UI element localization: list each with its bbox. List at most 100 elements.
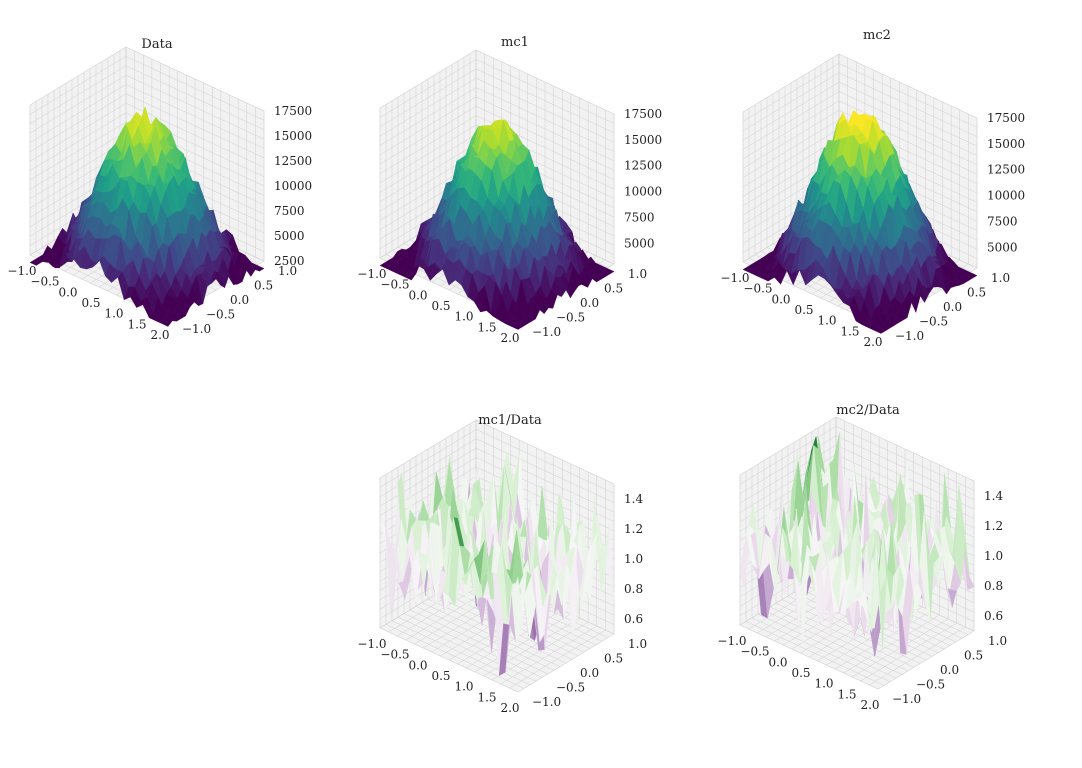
z-tick-label: 17500 [274,104,312,118]
z-tick-label: 10000 [987,189,1025,203]
surface-facet [511,323,523,330]
x-tick-label: −0.5 [380,648,409,662]
z-tick-label: 1.2 [984,519,1003,533]
y-tick-label: −0.5 [919,315,948,329]
x-tick-label: 1.0 [817,314,836,328]
y-tick-label: 1.0 [628,267,647,281]
x-tick-label: −0.5 [740,645,769,659]
y-tick-label: −0.5 [556,311,585,325]
y-tick-label: −0.5 [916,678,945,692]
x-tick-label: 1.0 [814,677,833,691]
x-tick-label: 1.5 [477,690,496,704]
x-tick-label: 2.0 [500,331,519,345]
z-tick-label: 5000 [987,240,1018,254]
x-tick-label: 2.0 [863,335,882,349]
x-tick-label: 0.0 [408,288,427,302]
z-tick-label: 7500 [274,204,305,218]
x-tick-label: 1.0 [454,310,473,324]
x-tick-label: −1.0 [720,271,749,285]
z-tick-label: 10000 [624,185,662,199]
y-tick-label: 0.5 [964,649,983,663]
x-tick-label: −1.0 [7,264,36,278]
x-tick-label: 1.5 [837,687,856,701]
y-tick-label: 0.5 [604,652,623,666]
z-tick-label: 15000 [274,129,312,143]
panel-3: mc1/Data−1.0−0.50.00.51.01.52.0 −1.0−0.50… [357,413,647,715]
y-tick-label: −1.0 [532,325,561,339]
x-tick-label: 1.5 [477,320,496,334]
x-tick-label: 2.0 [860,698,879,712]
z-tick-label: 1.2 [624,522,643,536]
x-tick-label: 0.5 [81,296,100,310]
z-tick-label: 0.8 [984,579,1003,593]
z-tick-label: 5000 [624,236,655,250]
x-tick-label: 1.5 [840,324,859,338]
y-tick-label: 0.0 [940,663,959,677]
y-tick-label: 0.5 [967,286,986,300]
z-tick-label: 5000 [274,229,305,243]
z-tick-label: 12500 [987,163,1025,177]
z-tick-label: 0.6 [624,612,643,626]
y-tick-label: 0.5 [604,282,623,296]
z-tick-label: 0.8 [624,582,643,596]
z-tick-label: 1.4 [984,489,1003,503]
x-tick-label: −0.5 [30,275,59,289]
x-tick-label: 0.0 [768,655,787,669]
panel-title: mc1 [501,35,529,50]
panel-title: mc1/Data [478,413,542,428]
x-tick-label: 0.5 [794,303,813,317]
x-tick-label: 1.0 [454,680,473,694]
x-tick-label: 2.0 [500,701,519,715]
surface-facet [871,541,883,653]
y-tick-label: 0.0 [230,293,249,307]
z-tick-label: 10000 [274,179,312,193]
surface [379,119,615,330]
panel-0: Data−1.0−0.50.00.51.01.52.0 −1.0−0.50.00.… [7,37,312,342]
x-tick-label: −1.0 [357,267,386,281]
y-tick-label: −1.0 [892,692,921,706]
surface [379,452,615,676]
surface [29,106,265,327]
y-tick-label: 1.0 [278,264,297,278]
z-tick-label: 1.4 [624,492,643,506]
z-tick-label: 1.0 [984,549,1003,563]
x-tick-label: 0.0 [58,285,77,299]
x-tick-label: 0.5 [431,299,450,313]
surface [739,431,975,657]
z-tick-label: 2500 [274,254,305,268]
x-tick-label: 1.5 [127,317,146,331]
panel-title: mc2/Data [836,403,900,418]
y-tick-label: −1.0 [895,329,924,343]
y-tick-label: −0.5 [556,681,585,695]
panel-title: mc2 [863,28,891,43]
y-tick-label: −0.5 [206,308,235,322]
y-tick-label: 0.5 [254,279,273,293]
panel-4: mc2/Data−1.0−0.50.00.51.01.52.0 −1.0−0.50… [717,403,1007,712]
x-tick-label: 2.0 [150,328,169,342]
x-tick-label: −0.5 [380,278,409,292]
x-tick-label: 0.0 [771,292,790,306]
y-tick-label: −1.0 [182,322,211,336]
y-tick-label: −1.0 [532,695,561,709]
z-tick-label: 17500 [987,111,1025,125]
z-tick-label: 7500 [987,214,1018,228]
y-tick-label: 0.0 [580,666,599,680]
z-tick-label: 1.0 [624,552,643,566]
x-tick-label: −1.0 [357,637,386,651]
surface [742,110,978,334]
panel-title: Data [141,37,172,52]
x-tick-label: −0.5 [743,282,772,296]
z-tick-label: 15000 [624,133,662,147]
surface-facet [874,327,886,334]
x-tick-label: 1.0 [104,307,123,321]
y-tick-label: 1.0 [988,634,1007,648]
y-tick-label: 0.0 [580,296,599,310]
z-tick-label: 17500 [624,107,662,121]
x-tick-label: 0.5 [791,666,810,680]
z-tick-label: 0.6 [984,609,1003,623]
x-tick-label: −1.0 [717,634,746,648]
y-tick-label: 0.0 [943,300,962,314]
x-tick-label: 0.0 [408,658,427,672]
z-tick-label: 12500 [274,154,312,168]
